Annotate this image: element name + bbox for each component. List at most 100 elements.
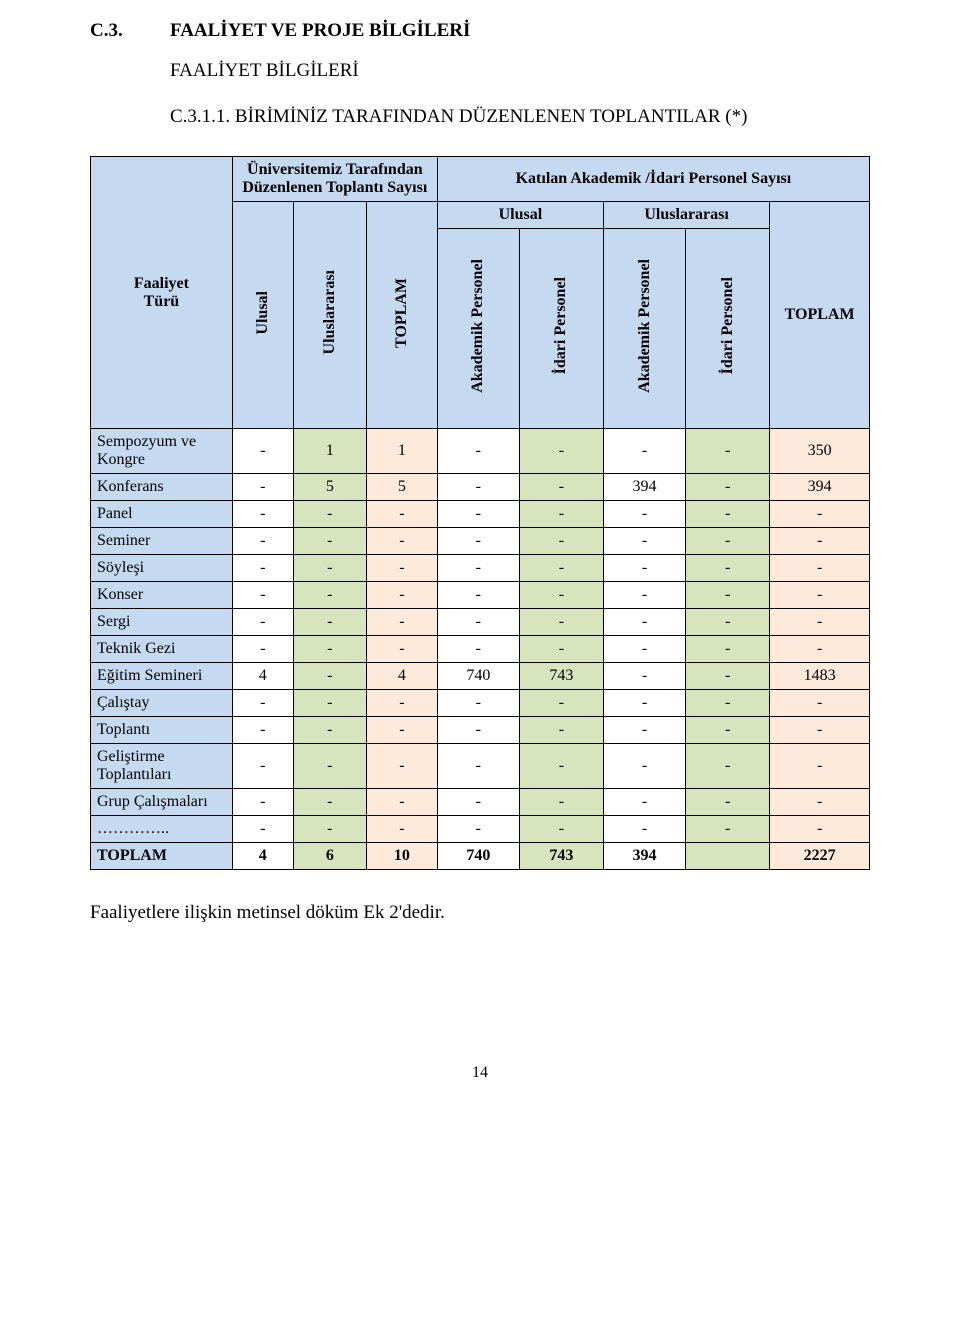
- cell: -: [293, 609, 366, 636]
- header-akademik-2: Akademik Personel: [604, 229, 686, 429]
- cell: -: [293, 528, 366, 555]
- cell: -: [519, 528, 603, 555]
- cell: -: [770, 636, 870, 663]
- cell: -: [770, 528, 870, 555]
- cell: -: [366, 690, 437, 717]
- cell: -: [366, 582, 437, 609]
- cell: 1483: [770, 663, 870, 690]
- cell: 5: [366, 474, 437, 501]
- table-row: Toplantı--------: [91, 717, 870, 744]
- cell: 1: [366, 429, 437, 474]
- row-label: Konser: [91, 582, 233, 609]
- cell: -: [604, 429, 686, 474]
- section-number: C.3.: [90, 20, 170, 42]
- header-idari-2: İdari Personel: [686, 229, 770, 429]
- cell: 743: [519, 663, 603, 690]
- row-label: Çalıştay: [91, 690, 233, 717]
- cell: 4: [232, 843, 293, 870]
- cell: 4: [232, 663, 293, 690]
- row-label: Panel: [91, 501, 233, 528]
- cell: 6: [293, 843, 366, 870]
- cell: -: [519, 816, 603, 843]
- header-toplam-vert: TOPLAM: [366, 202, 437, 429]
- footer-note: Faaliyetlere ilişkin metinsel döküm Ek 2…: [90, 902, 870, 924]
- subsubsection-title: C.3.1.1. BİRİMİNİZ TARAFINDAN DÜZENLENEN…: [170, 106, 870, 128]
- cell: 740: [437, 663, 519, 690]
- cell: -: [366, 528, 437, 555]
- cell: -: [604, 690, 686, 717]
- table-row: Teknik Gezi--------: [91, 636, 870, 663]
- header-ulusal-vert: Ulusal: [232, 202, 293, 429]
- cell: -: [686, 636, 770, 663]
- table-row: Eğitim Semineri4-4740743--1483: [91, 663, 870, 690]
- cell: -: [293, 816, 366, 843]
- cell: -: [437, 555, 519, 582]
- cell: 394: [604, 474, 686, 501]
- cell: -: [366, 555, 437, 582]
- row-label: Toplantı: [91, 717, 233, 744]
- cell: -: [232, 555, 293, 582]
- header-uluslararasi-group: Uluslararası: [604, 202, 770, 229]
- cell: -: [604, 663, 686, 690]
- cell: -: [437, 429, 519, 474]
- header-faaliyet-turu: Faaliyet Türü: [91, 157, 233, 429]
- cell: -: [232, 744, 293, 789]
- row-label: Eğitim Semineri: [91, 663, 233, 690]
- cell: -: [437, 789, 519, 816]
- page-number: 14: [90, 1064, 870, 1082]
- cell: -: [686, 501, 770, 528]
- cell: 2227: [770, 843, 870, 870]
- cell: -: [437, 474, 519, 501]
- table-row: Seminer--------: [91, 528, 870, 555]
- cell: [686, 843, 770, 870]
- cell: -: [293, 555, 366, 582]
- cell: -: [686, 429, 770, 474]
- cell: -: [770, 609, 870, 636]
- cell: -: [232, 429, 293, 474]
- cell: -: [232, 816, 293, 843]
- cell: -: [686, 663, 770, 690]
- cell: -: [437, 582, 519, 609]
- table-row: Panel--------: [91, 501, 870, 528]
- cell: -: [770, 555, 870, 582]
- activities-table: Faaliyet Türü Üniversitemiz Tarafından D…: [90, 156, 870, 870]
- row-label: Teknik Gezi: [91, 636, 233, 663]
- cell: -: [519, 717, 603, 744]
- cell: -: [519, 474, 603, 501]
- cell: -: [293, 717, 366, 744]
- cell: -: [437, 609, 519, 636]
- cell: -: [519, 429, 603, 474]
- cell: -: [686, 474, 770, 501]
- table-row: Grup Çalışmaları--------: [91, 789, 870, 816]
- table-row: Çalıştay--------: [91, 690, 870, 717]
- table-row: Geliştirme Toplantıları--------: [91, 744, 870, 789]
- cell: -: [604, 744, 686, 789]
- table-row: …………..--------: [91, 816, 870, 843]
- cell: 4: [366, 663, 437, 690]
- cell: -: [293, 789, 366, 816]
- cell: -: [686, 609, 770, 636]
- cell: -: [604, 528, 686, 555]
- cell: -: [519, 582, 603, 609]
- cell: 10: [366, 843, 437, 870]
- row-label: Sempozyum ve Kongre: [91, 429, 233, 474]
- cell: -: [366, 744, 437, 789]
- cell: -: [519, 501, 603, 528]
- header-toplam-right: TOPLAM: [770, 202, 870, 429]
- cell: -: [770, 582, 870, 609]
- cell: -: [686, 555, 770, 582]
- row-label: Grup Çalışmaları: [91, 789, 233, 816]
- row-label: Konferans: [91, 474, 233, 501]
- cell: -: [366, 609, 437, 636]
- section-title: FAALİYET VE PROJE BİLGİLERİ: [170, 20, 470, 42]
- cell: 1: [293, 429, 366, 474]
- cell: -: [770, 501, 870, 528]
- cell: -: [437, 816, 519, 843]
- cell: -: [232, 789, 293, 816]
- cell: -: [604, 501, 686, 528]
- header-akademik-1: Akademik Personel: [437, 229, 519, 429]
- cell: -: [437, 717, 519, 744]
- cell: -: [519, 789, 603, 816]
- cell: -: [232, 528, 293, 555]
- row-label: Söyleşi: [91, 555, 233, 582]
